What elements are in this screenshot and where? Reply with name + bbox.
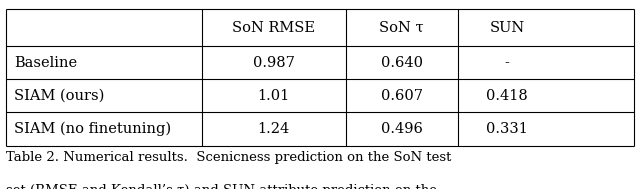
Text: SoN RMSE: SoN RMSE xyxy=(232,21,315,35)
Text: -: - xyxy=(505,56,509,70)
Text: SIAM (no finetuning): SIAM (no finetuning) xyxy=(14,122,172,136)
Text: 0.607: 0.607 xyxy=(381,89,422,103)
Text: 0.987: 0.987 xyxy=(253,56,294,70)
Text: 0.640: 0.640 xyxy=(381,56,422,70)
Text: SoN τ: SoN τ xyxy=(380,21,424,35)
Text: 0.331: 0.331 xyxy=(486,122,528,136)
Text: 1.01: 1.01 xyxy=(257,89,290,103)
Text: Table 2. Numerical results.  Scenicness prediction on the SoN test: Table 2. Numerical results. Scenicness p… xyxy=(6,151,452,164)
Text: 1.24: 1.24 xyxy=(257,122,290,136)
Text: SIAM (ours): SIAM (ours) xyxy=(14,89,104,103)
Text: Baseline: Baseline xyxy=(14,56,77,70)
Text: 0.496: 0.496 xyxy=(381,122,422,136)
Text: SUN: SUN xyxy=(490,21,525,35)
Text: 0.418: 0.418 xyxy=(486,89,528,103)
Text: set (RMSE and Kendall’s τ) and SUN attribute prediction on the: set (RMSE and Kendall’s τ) and SUN attri… xyxy=(6,184,437,189)
